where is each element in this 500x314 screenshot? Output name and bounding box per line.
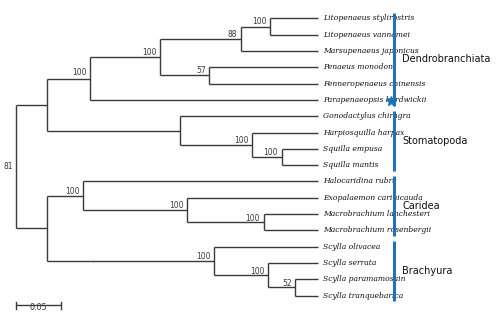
Text: Fenneropenaeus chinensis: Fenneropenaeus chinensis (323, 80, 426, 88)
Text: 100: 100 (252, 18, 266, 26)
Text: 57: 57 (196, 66, 206, 75)
Text: 100: 100 (246, 214, 260, 223)
Text: 52: 52 (282, 279, 292, 288)
Text: 88: 88 (228, 30, 237, 39)
Text: Macrobrachium rosenbergii: Macrobrachium rosenbergii (323, 226, 432, 234)
Text: Parapenaeopsis hardwickii: Parapenaeopsis hardwickii (323, 96, 426, 104)
Text: Litopenaeus vannamei: Litopenaeus vannamei (323, 31, 410, 39)
Text: Exopalaemon carinicauda: Exopalaemon carinicauda (323, 194, 423, 202)
Text: 100: 100 (142, 48, 156, 57)
Text: Scylla serrata: Scylla serrata (323, 259, 376, 267)
Text: Caridea: Caridea (402, 201, 440, 211)
Text: Marsupenaeus japonicus: Marsupenaeus japonicus (323, 47, 419, 55)
Text: Brachyura: Brachyura (402, 266, 453, 276)
Text: Macrobrachium lanchesteri: Macrobrachium lanchesteri (323, 210, 430, 218)
Text: 100: 100 (169, 201, 184, 210)
Text: 100: 100 (196, 252, 210, 261)
Text: 100: 100 (264, 149, 278, 157)
Text: 100: 100 (234, 136, 248, 145)
Text: Squilla mantis: Squilla mantis (323, 161, 378, 169)
Text: 100: 100 (72, 68, 86, 77)
Text: Litopenaeus stylirostris: Litopenaeus stylirostris (323, 14, 414, 22)
Text: Dendrobranchiata: Dendrobranchiata (402, 54, 491, 64)
Text: Harpiosquilla harpax: Harpiosquilla harpax (323, 128, 404, 137)
Text: Scylla tranquebarica: Scylla tranquebarica (323, 292, 404, 300)
Text: 0.05: 0.05 (30, 303, 47, 312)
Text: Penaeus monodon: Penaeus monodon (323, 63, 393, 71)
Text: 81: 81 (4, 162, 14, 171)
Text: Halocaridina rubra: Halocaridina rubra (323, 177, 397, 186)
Text: 100: 100 (250, 267, 264, 276)
Text: Scylla paramamosain: Scylla paramamosain (323, 275, 406, 283)
Text: Scylla olivacea: Scylla olivacea (323, 243, 380, 251)
Text: Stomatopoda: Stomatopoda (402, 136, 468, 146)
Text: Squilla empusa: Squilla empusa (323, 145, 382, 153)
Text: 100: 100 (65, 187, 80, 196)
Text: Gonodactylus chiragra: Gonodactylus chiragra (323, 112, 410, 120)
